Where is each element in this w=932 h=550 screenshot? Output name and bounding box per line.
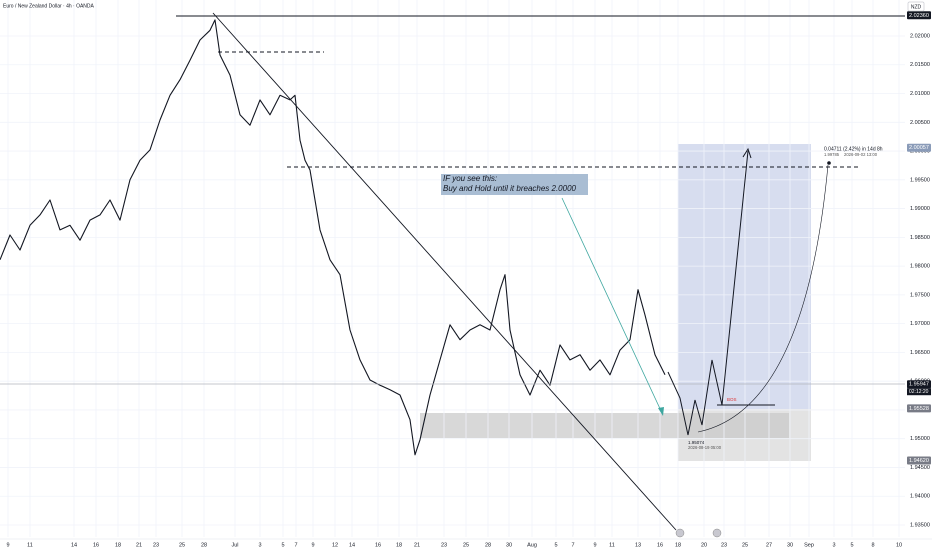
measure-target-time: 2026-09-02 13:00	[844, 152, 878, 157]
x-tick-label: 9	[311, 542, 314, 548]
x-tick-label: 7	[294, 542, 297, 548]
annotation-box	[441, 174, 588, 195]
y-tick-label: 1.98500	[910, 235, 930, 241]
y-tick-label: 2.02000	[910, 33, 930, 39]
y-tick-label: 2.00500	[910, 120, 930, 126]
projection-arrow-head	[742, 147, 752, 159]
x-tick-label: 14	[71, 542, 77, 548]
y-tick-label: 1.95000	[910, 436, 930, 442]
x-tick-label: Jul	[231, 542, 238, 548]
x-tick-label: 3	[832, 542, 835, 548]
y-tick-label: 1.99000	[910, 206, 930, 212]
x-tick-label: 7	[571, 542, 574, 548]
x-tick-label: 25	[742, 542, 748, 548]
currency-label: NZD	[911, 4, 922, 10]
x-tick-label: 25	[179, 542, 185, 548]
y-tick-label: 1.96500	[910, 350, 930, 356]
x-tick-label: 21	[414, 542, 420, 548]
x-tick-label: 28	[201, 542, 207, 548]
x-tick-label: 5	[554, 542, 557, 548]
y-tick-label: 1.97000	[910, 321, 930, 327]
x-tick-label: 11	[27, 542, 33, 548]
price-label: 1.95947	[909, 382, 929, 388]
x-tick-label: 25	[463, 542, 469, 548]
x-tick-label: 27	[766, 542, 772, 548]
projection-path	[667, 150, 749, 436]
x-tick-label: 28	[485, 542, 491, 548]
x-tick-label: 14	[349, 542, 355, 548]
y-tick-label: 1.97500	[910, 292, 930, 298]
x-tick-label: 16	[657, 542, 663, 548]
price-line	[0, 19, 666, 456]
price-label-box	[907, 143, 931, 152]
y-tick-label: 1.94500	[910, 465, 930, 471]
axes: 1.935001.940001.945001.950001.955001.960…	[6, 11, 931, 548]
y-tick-label: 2.01500	[910, 62, 930, 68]
x-tick-label: 30	[787, 542, 793, 548]
bos-label: BOS	[727, 397, 737, 402]
y-tick-label: 1.93500	[910, 522, 930, 528]
x-tick-label: 18	[675, 542, 681, 548]
trend-line	[212, 12, 677, 531]
measure-target: 1.99785	[824, 152, 840, 157]
drawings: BOS 0.04711 (2.42%) in 14d 8h 1.99785 20…	[0, 12, 913, 538]
chart-title: Euro / New Zealand Dollar · 4h · OANDA	[3, 3, 95, 9]
x-tick-label: Aug	[527, 542, 537, 548]
annotation-line: Buy and Hold until it breaches 2.0000	[443, 184, 577, 193]
price-label-box	[907, 404, 931, 413]
x-tick-label: 20	[701, 542, 707, 548]
x-tick-label: 16	[93, 542, 99, 548]
measure-change: 0.04711 (2.42%) in 14d 8h	[824, 146, 883, 152]
price-label: 2.02360	[909, 13, 929, 19]
x-tick-label: 18	[115, 542, 121, 548]
price-label-box	[907, 11, 931, 20]
price-label-box	[907, 380, 931, 389]
pointer-arrow-head	[658, 407, 664, 416]
x-tick-label: 23	[153, 542, 159, 548]
grid	[0, 0, 905, 537]
annotation-line: IF you see this:	[443, 174, 497, 183]
y-tick-label: 1.98000	[910, 264, 930, 270]
countdown-label: 02:12:20	[909, 389, 929, 395]
x-tick-label: 21	[136, 542, 142, 548]
x-tick-label: 5	[281, 542, 284, 548]
x-tick-label: 18	[396, 542, 402, 548]
x-tick-label: 23	[441, 542, 447, 548]
target-dot	[827, 161, 831, 165]
x-tick-label: 3	[258, 542, 261, 548]
x-tick-label: 12	[332, 542, 338, 548]
y-tick-label: 2.01000	[910, 91, 930, 97]
event-icon[interactable]	[712, 528, 722, 538]
x-tick-label: 9	[593, 542, 596, 548]
x-tick-label: 9	[6, 542, 9, 548]
x-tick-label: Sep	[804, 542, 814, 548]
countdown-box	[907, 388, 931, 396]
x-tick-label: 30	[506, 542, 512, 548]
x-tick-label: 16	[375, 542, 381, 548]
curve-projection	[697, 164, 829, 433]
price-label: 1.94620	[909, 458, 929, 464]
demand-zone	[420, 413, 789, 438]
x-tick-label: 5	[850, 542, 853, 548]
measure-low-time: 2026-08-19 05:00	[688, 445, 722, 450]
plot	[0, 19, 666, 456]
currency-box[interactable]	[907, 1, 925, 12]
pointer-arrow	[561, 197, 663, 414]
price-label: 2.00057	[909, 145, 929, 151]
y-tick-label: 1.94000	[910, 494, 930, 500]
price-label: 1.95528	[909, 406, 929, 412]
measure-low: 1.95074	[688, 440, 705, 445]
x-tick-label: 13	[635, 542, 641, 548]
price-label-box	[907, 456, 931, 465]
x-tick-label: 11	[609, 542, 615, 548]
x-tick-label: 8	[871, 542, 874, 548]
x-tick-label: 23	[721, 542, 727, 548]
x-tick-label: 10	[896, 542, 902, 548]
y-tick-label: 1.99500	[910, 177, 930, 183]
event-icon[interactable]	[675, 528, 685, 538]
